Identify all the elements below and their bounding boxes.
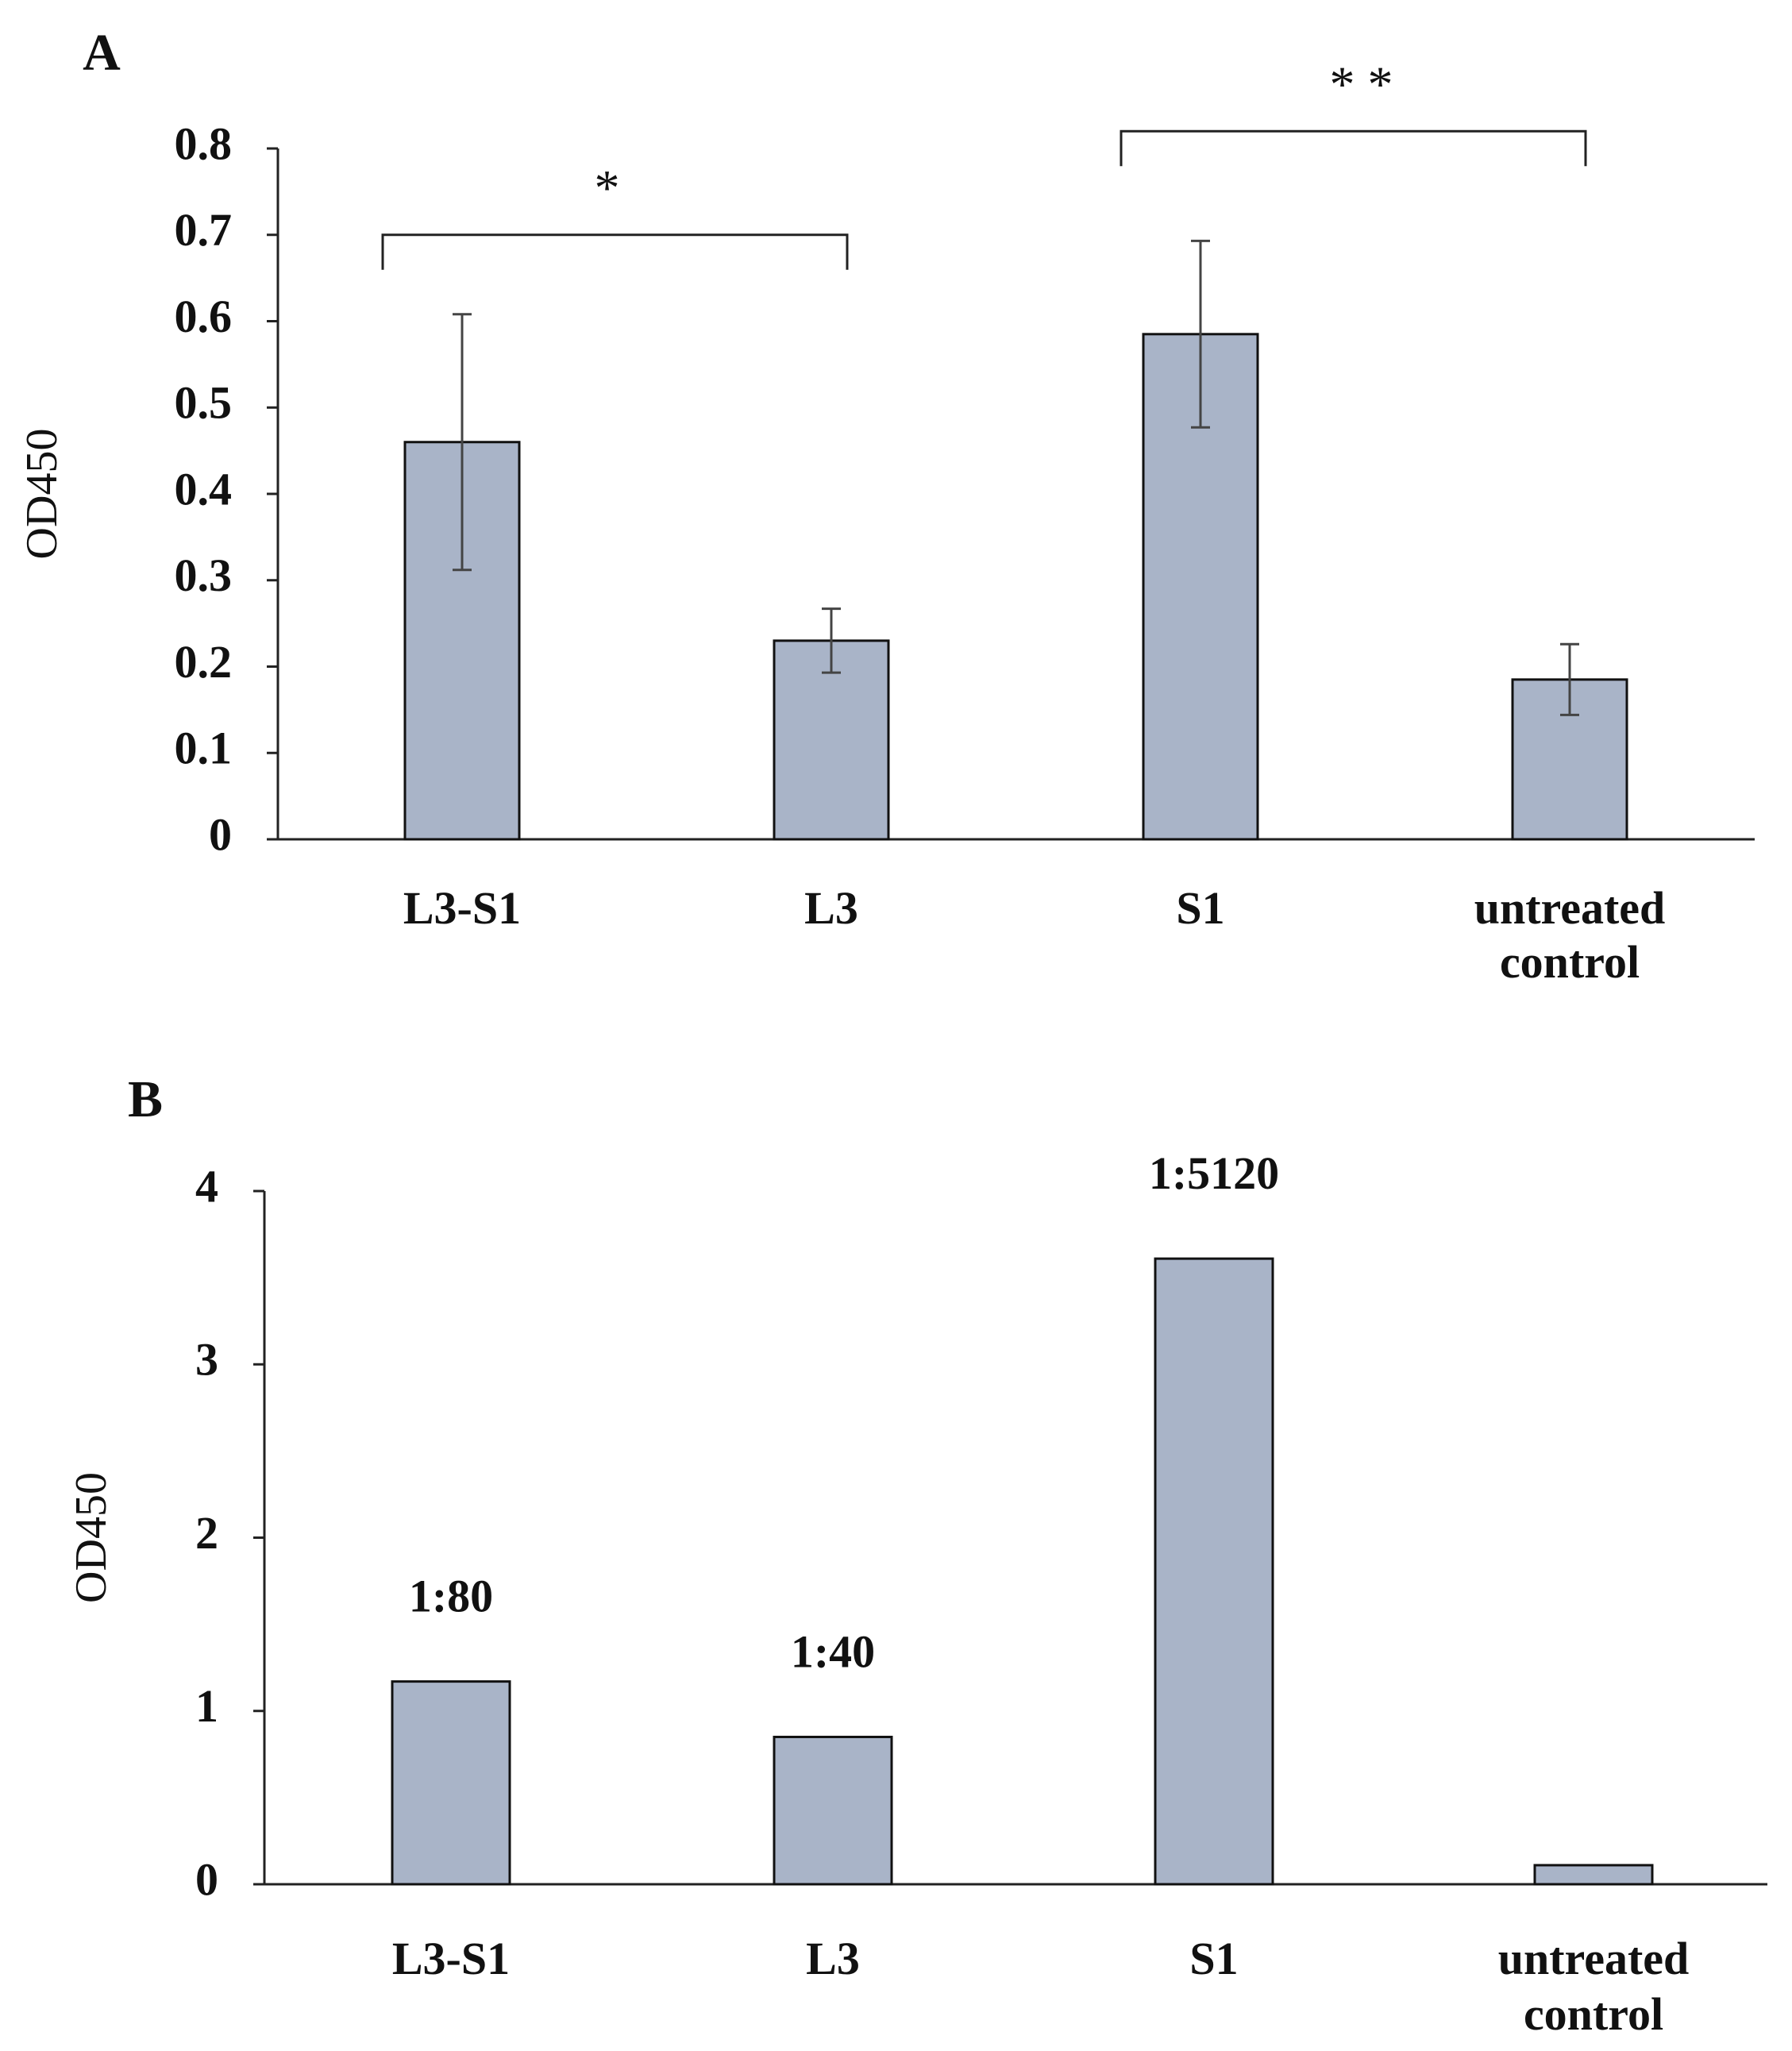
data-label: 1:80 [409, 1571, 493, 1622]
data-label: 1:40 [791, 1625, 875, 1677]
chart-panel-a: A OD450 0 0.1 0.2 0.3 0.4 0.5 0.6 0.7 0.8 * * * L3-S1… [17, 24, 1755, 988]
x-category-label: L3 [804, 882, 858, 934]
x-category-label: control [1524, 1988, 1663, 2040]
x-category-label: control [1500, 936, 1640, 988]
error-bar [1191, 239, 1210, 429]
y-tick-label: 0.8 [175, 118, 233, 169]
y-tick-label: 0 [195, 1853, 218, 1905]
bar-l3-s1 [391, 1680, 511, 1886]
bar-s1 [1154, 1257, 1274, 1886]
significance-bracket: * [381, 160, 849, 270]
x-category-label: untreated [1474, 882, 1666, 934]
y-tick-label: 1 [195, 1680, 218, 1732]
y-tick-label: 0.2 [175, 636, 233, 688]
y-tick-label: 2 [195, 1507, 218, 1559]
data-label: 1:5120 [1149, 1147, 1279, 1199]
significance-bracket: * * [1120, 56, 1587, 167]
y-tick-label: 0.6 [175, 291, 233, 342]
bar-untreated-control [1533, 1864, 1654, 1886]
panel-letter: A [83, 24, 121, 82]
y-tick-label: 0.3 [175, 549, 233, 601]
bar-l3 [773, 1735, 893, 1886]
y-tick-label: 0.5 [175, 377, 233, 429]
y-axis-label: OD450 [17, 429, 67, 560]
error-bar [822, 607, 841, 674]
error-bar [1560, 642, 1579, 716]
y-tick-label: 3 [195, 1334, 218, 1386]
x-category-label: S1 [1189, 1933, 1238, 1984]
significance-label: * * [1330, 56, 1393, 112]
x-category-label: L3-S1 [392, 1933, 510, 1984]
y-tick-label: 0.7 [175, 204, 233, 256]
chart-panel-b: B OD450 0 1 2 3 4 1:80 1:40 1:5120 L3-S1 L3 S1 untrea… [67, 1070, 1767, 2040]
x-category-label: untreated [1498, 1933, 1690, 1984]
y-axis-label: OD450 [67, 1472, 116, 1603]
y-tick-label: 4 [195, 1160, 218, 1212]
significance-label: * [595, 160, 620, 216]
error-bar [453, 313, 472, 572]
panel-letter: B [128, 1070, 163, 1128]
x-category-label: S1 [1176, 882, 1224, 934]
y-tick-label: 0.4 [175, 463, 233, 515]
x-category-label: L3-S1 [403, 882, 521, 934]
y-tick-label: 0 [209, 808, 232, 860]
y-tick-label: 0.1 [175, 723, 233, 774]
x-category-label: L3 [806, 1933, 860, 1984]
